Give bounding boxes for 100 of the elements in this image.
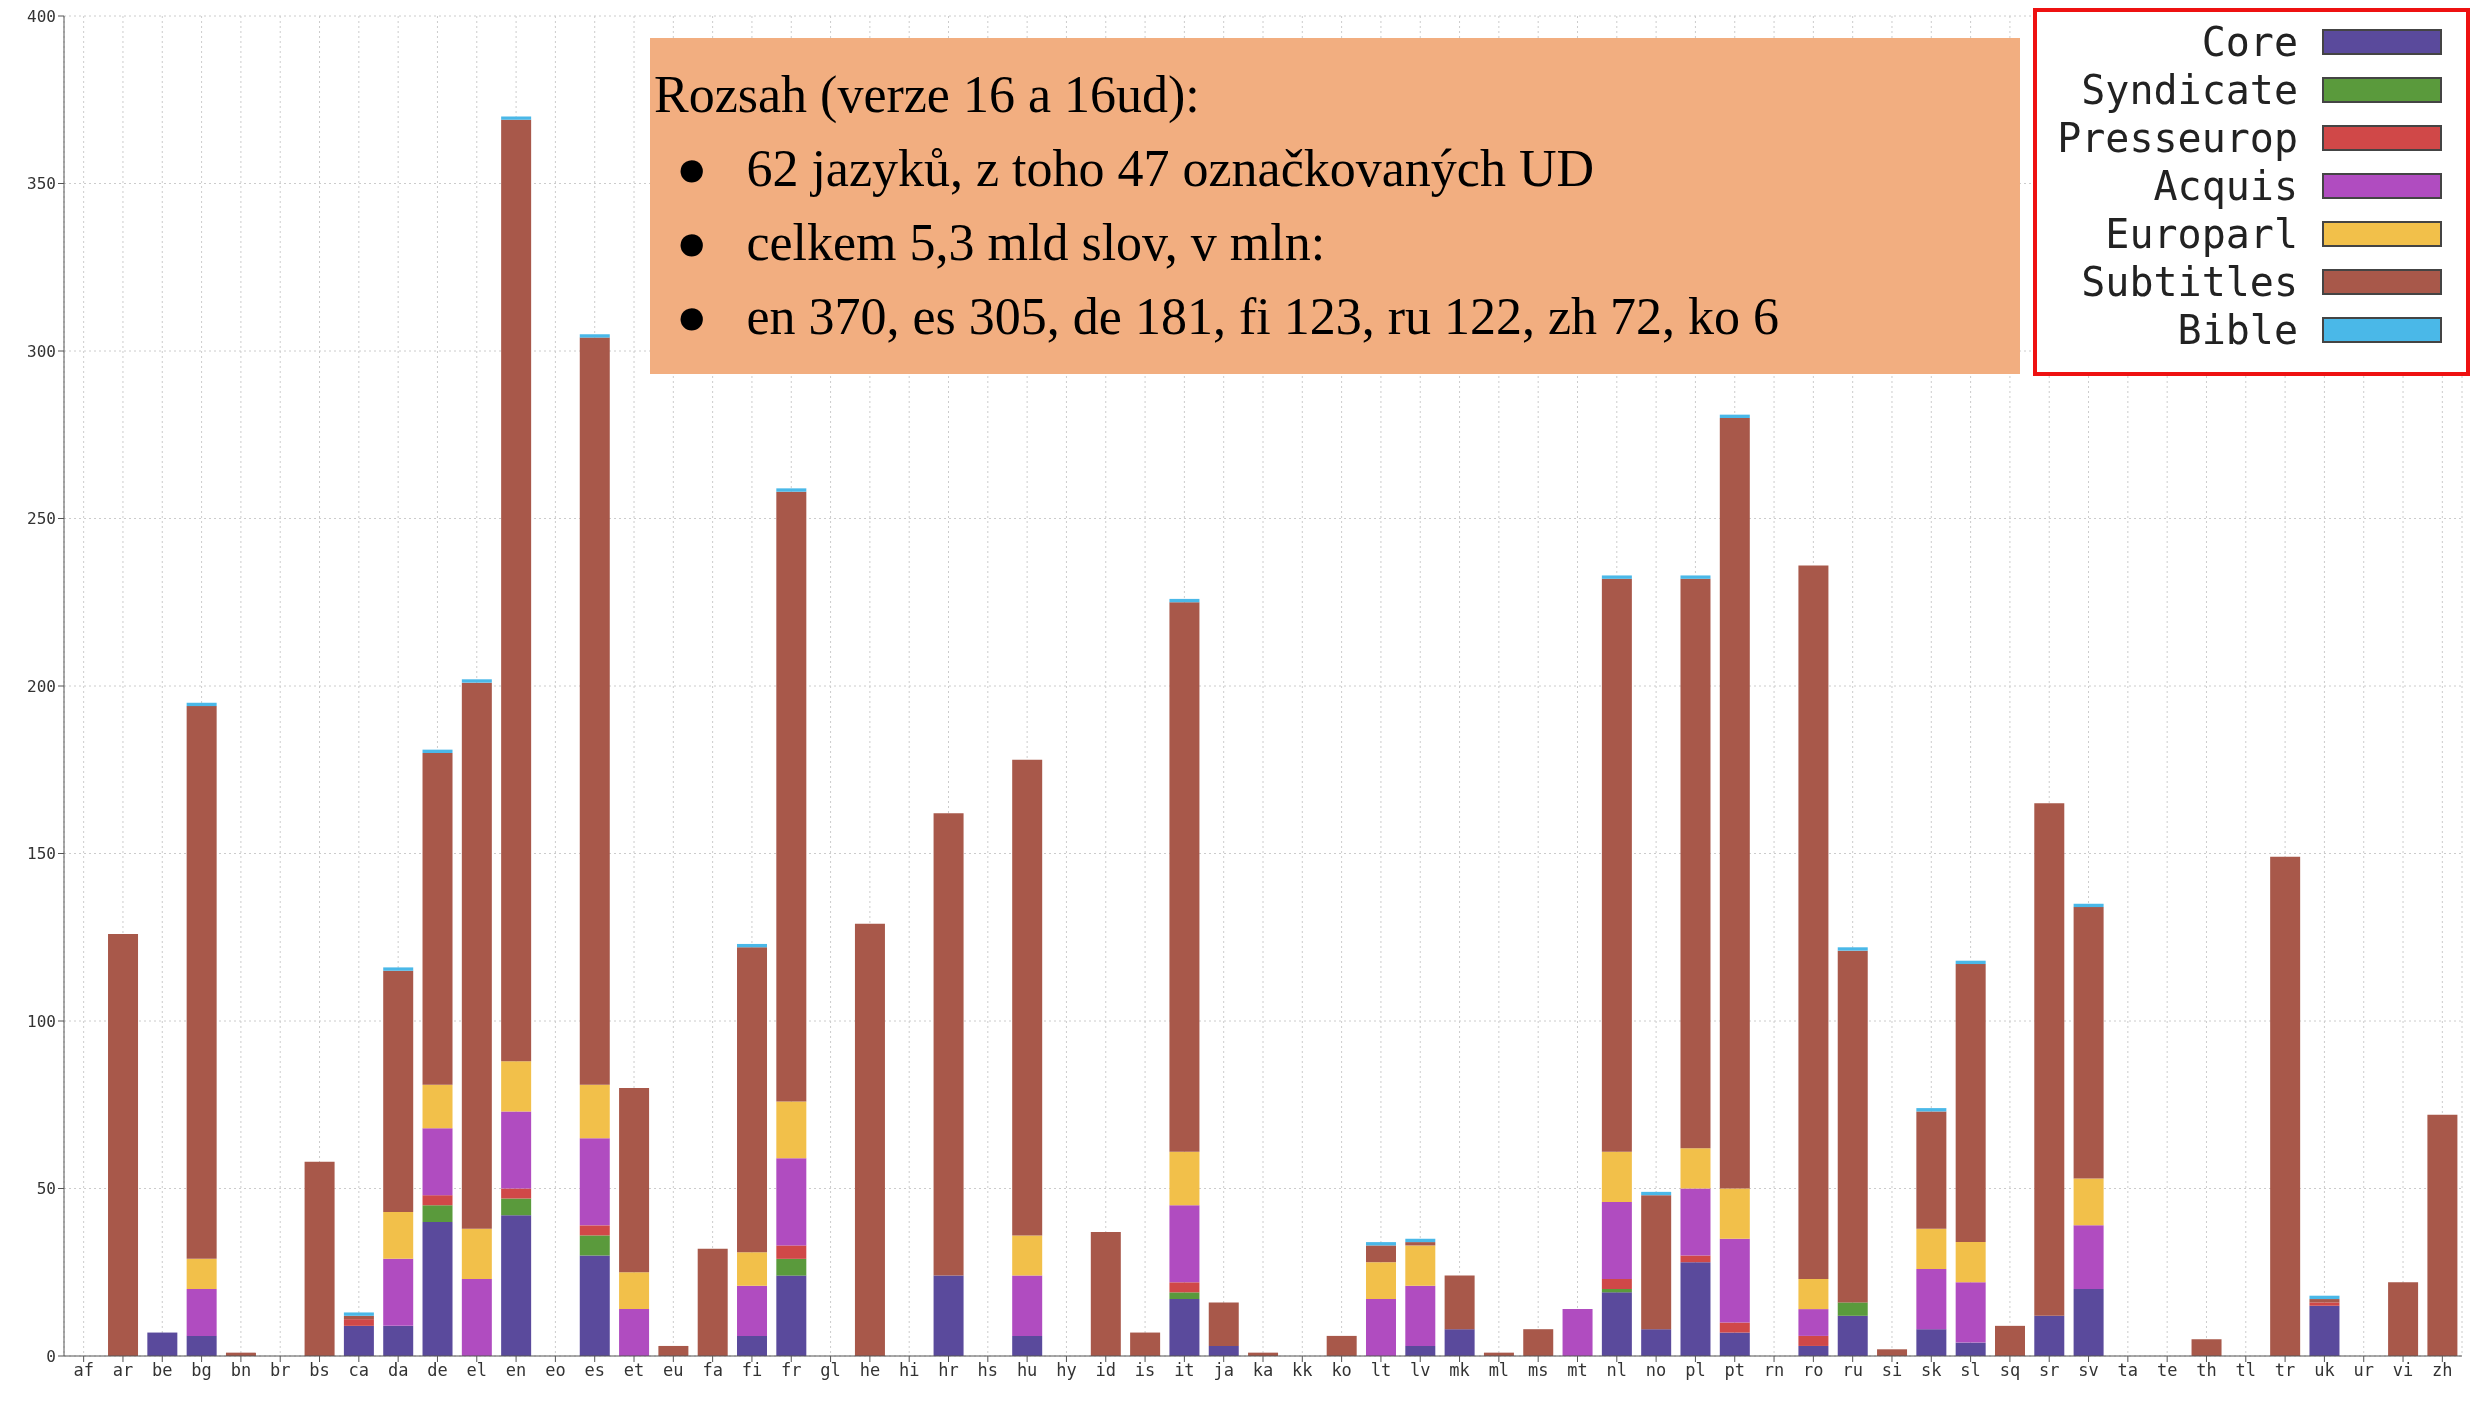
bar: [1601, 1292, 1632, 1356]
bar: [1955, 964, 1986, 1243]
x-tick-label: fa: [702, 1360, 723, 1381]
x-tick-label: hs: [977, 1360, 999, 1381]
bar: [1169, 1299, 1200, 1356]
bar: [1916, 1268, 1947, 1330]
bar: [461, 1278, 492, 1356]
x-tick-label: he: [859, 1360, 881, 1381]
legend-label: Core: [2201, 19, 2298, 65]
bar: [1955, 1242, 1986, 1283]
bar: [1916, 1329, 1947, 1356]
bar: [1169, 1151, 1200, 1206]
bar: [1680, 578, 1711, 1149]
x-tick-label: id: [1095, 1360, 1116, 1381]
bar: [1405, 1285, 1436, 1346]
bar: [776, 1275, 807, 1356]
bar: [147, 1332, 178, 1356]
bar: [579, 1084, 610, 1139]
bar: [343, 1312, 374, 1316]
x-tick-label: si: [1881, 1360, 1903, 1381]
bar: [1169, 1292, 1200, 1300]
legend-label: Acquis: [2153, 163, 2298, 209]
bar: [737, 1335, 768, 1356]
bar: [1877, 1349, 1908, 1356]
x-tick-label: rn: [1763, 1360, 1785, 1381]
bar: [579, 1235, 610, 1256]
bar: [619, 1309, 650, 1356]
x-tick-label: bg: [191, 1360, 212, 1381]
y-tick-label: 300: [27, 341, 56, 361]
x-tick-label: bn: [230, 1360, 252, 1381]
x-tick-label: et: [623, 1360, 645, 1381]
x-tick-label: ko: [1331, 1360, 1352, 1381]
bar: [383, 1325, 414, 1356]
bar: [776, 1258, 807, 1276]
bar: [2073, 1225, 2104, 1289]
bar: [776, 491, 807, 1102]
x-tick-label: hi: [898, 1360, 920, 1381]
y-tick-label: 250: [27, 509, 56, 529]
bar: [1130, 1332, 1161, 1356]
bar: [501, 1198, 532, 1216]
bar: [933, 813, 964, 1276]
x-tick-label: ar: [112, 1360, 134, 1381]
bar: [1090, 1232, 1121, 1356]
x-tick-label: tl: [2235, 1360, 2257, 1381]
bar: [776, 1101, 807, 1159]
x-tick-label: fr: [781, 1360, 802, 1381]
bar: [1798, 1309, 1829, 1336]
y-tick-label: 400: [27, 6, 56, 26]
x-tick-label: no: [1645, 1360, 1667, 1381]
x-tick-label: da: [387, 1360, 409, 1381]
bar: [422, 1128, 453, 1196]
annotation: ● en 370, es 305, de 181, fi 123, ru 122, zh 72, ko 6: [675, 287, 1781, 347]
bar: [1680, 1148, 1711, 1189]
bar: [2309, 1305, 2340, 1356]
bar: [1405, 1245, 1436, 1286]
bar: [737, 947, 768, 1253]
bar: [1208, 1302, 1239, 1346]
bar: [1169, 1205, 1200, 1283]
bar: [1169, 1282, 1200, 1293]
bar: [1798, 1278, 1829, 1310]
x-tick-label: en: [505, 1360, 527, 1381]
bar: [186, 1258, 217, 1289]
bar: [776, 1158, 807, 1246]
x-tick-label: nl: [1606, 1360, 1628, 1381]
bar: [1837, 1315, 1868, 1356]
bar: [1955, 1282, 1986, 1343]
bar: [461, 679, 492, 683]
bar: [579, 337, 610, 1085]
x-tick-label: ka: [1252, 1360, 1274, 1381]
x-tick-label: mt: [1567, 1360, 1588, 1381]
x-tick-label: hr: [938, 1360, 959, 1381]
bar: [1680, 1255, 1711, 1263]
x-tick-label: uk: [2314, 1360, 2335, 1381]
bar: [1837, 1302, 1868, 1316]
bar: [343, 1325, 374, 1356]
bar: [1169, 602, 1200, 1152]
bar: [501, 1188, 532, 1199]
x-tick-label: ro: [1803, 1360, 1824, 1381]
bar: [2034, 803, 2065, 1316]
bar: [619, 1088, 650, 1273]
x-tick-label: el: [466, 1360, 488, 1381]
bar: [619, 1272, 650, 1310]
legend-label: Europarl: [2105, 211, 2298, 257]
bar: [501, 1061, 532, 1112]
x-tick-label: ml: [1488, 1360, 1510, 1381]
bar: [697, 1248, 728, 1356]
bar: [2427, 1114, 2458, 1356]
x-tick-label: sv: [2078, 1360, 2099, 1381]
bar: [1994, 1325, 2025, 1356]
bar: [579, 334, 610, 338]
y-tick-label: 50: [36, 1179, 56, 1199]
x-tick-label: tr: [2274, 1360, 2296, 1381]
bar: [501, 1111, 532, 1189]
bar: [1719, 1238, 1750, 1323]
bar: [2073, 1289, 2104, 1356]
x-tick-label: af: [73, 1360, 94, 1381]
bar: [1641, 1195, 1672, 1330]
bar: [1012, 1335, 1043, 1356]
y-tick-label: 150: [27, 844, 56, 864]
bar: [1366, 1299, 1396, 1356]
